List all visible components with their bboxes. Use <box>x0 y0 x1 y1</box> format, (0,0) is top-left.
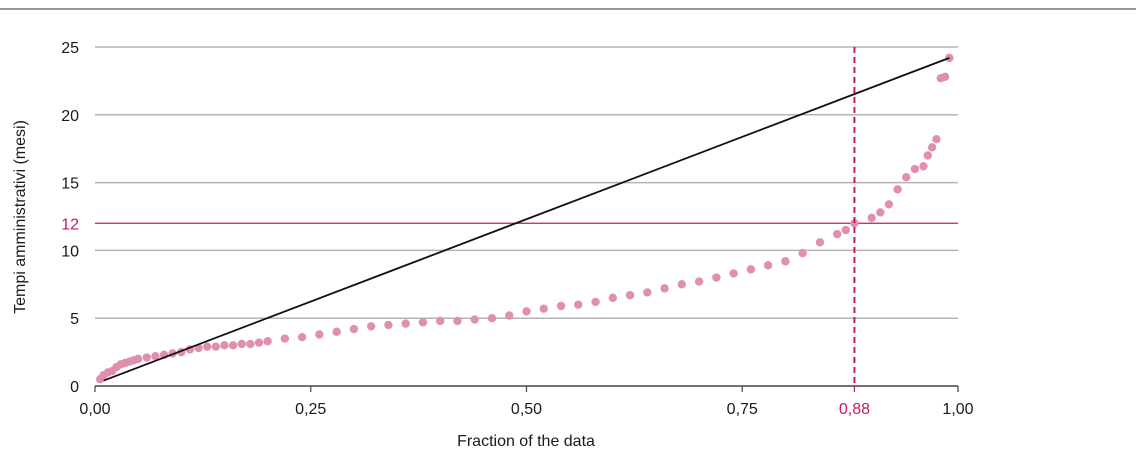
data-point <box>608 293 617 303</box>
data-point <box>902 172 911 182</box>
data-point <box>781 257 790 266</box>
data-point <box>505 311 514 320</box>
data-point <box>332 327 341 336</box>
data-point <box>556 301 566 311</box>
data-point <box>142 353 151 362</box>
y-tick-label: 20 <box>61 108 79 125</box>
data-point <box>297 332 307 342</box>
data-point <box>832 229 842 239</box>
y-tick-label: 0 <box>70 379 79 396</box>
y-tick-label: 5 <box>70 311 79 328</box>
data-point <box>850 219 859 228</box>
data-point <box>151 351 160 361</box>
data-point <box>910 164 920 174</box>
data-point <box>694 277 704 286</box>
data-point <box>923 151 932 160</box>
data-point <box>927 143 937 152</box>
y-tick-label: 25 <box>61 40 79 57</box>
data-point <box>401 319 410 328</box>
x-tick-label: 0,50 <box>511 401 542 418</box>
y-tick-label: 15 <box>61 176 79 193</box>
data-point <box>384 320 393 330</box>
gridlines <box>95 46 958 319</box>
data-point <box>349 324 359 334</box>
highlight-x-label: 0,88 <box>839 401 870 418</box>
data-point <box>867 213 876 223</box>
data-point <box>202 342 212 351</box>
data-point <box>643 288 652 297</box>
data-point <box>470 315 479 324</box>
data-point <box>798 248 807 258</box>
data-point <box>246 339 255 349</box>
data-point <box>625 290 635 300</box>
y-tick-label: 10 <box>61 243 79 260</box>
y-tick-labels: 0 5 10 15 20 25 <box>61 40 79 396</box>
data-point <box>487 314 497 323</box>
data-point <box>591 297 600 307</box>
data-point <box>436 316 445 326</box>
data-point <box>228 341 238 350</box>
data-point <box>940 72 950 82</box>
data-point <box>315 330 324 339</box>
data-point <box>254 338 264 347</box>
reference-line <box>103 57 950 382</box>
x-tick-labels: 0,00 0,25 0,50 0,75 1,00 <box>79 386 974 418</box>
data-point <box>418 318 428 327</box>
data-point <box>539 304 548 313</box>
data-point <box>841 225 851 235</box>
x-tick-label: 0,75 <box>727 401 758 418</box>
data-point <box>677 280 687 289</box>
highlight-y-label: 12 <box>61 216 79 233</box>
data-point <box>211 342 221 351</box>
data-point <box>893 185 902 194</box>
x-tick-label: 0,00 <box>79 401 110 418</box>
data-point <box>133 354 143 364</box>
data-point <box>919 162 928 171</box>
x-tick-label: 1,00 <box>942 401 973 418</box>
y-axis-title: Tempi amministrativi (mesi) <box>12 120 29 314</box>
data-point <box>763 261 773 270</box>
data-point <box>712 273 721 282</box>
data-point <box>729 269 738 278</box>
data-point <box>366 322 376 331</box>
data-point <box>660 284 669 293</box>
data-point <box>263 337 272 346</box>
data-point <box>574 300 583 309</box>
x-axis-title: Fraction of the data <box>457 433 595 450</box>
data-point <box>280 334 290 343</box>
data-point <box>453 316 462 326</box>
data-point <box>746 265 756 274</box>
data-point <box>815 238 825 247</box>
data-point <box>876 208 885 217</box>
data-point <box>237 339 246 349</box>
data-point <box>932 135 941 144</box>
data-points <box>95 53 954 384</box>
x-tick-label: 0,25 <box>295 401 326 418</box>
data-point <box>220 341 229 350</box>
data-point <box>522 307 531 316</box>
data-point <box>884 200 894 209</box>
